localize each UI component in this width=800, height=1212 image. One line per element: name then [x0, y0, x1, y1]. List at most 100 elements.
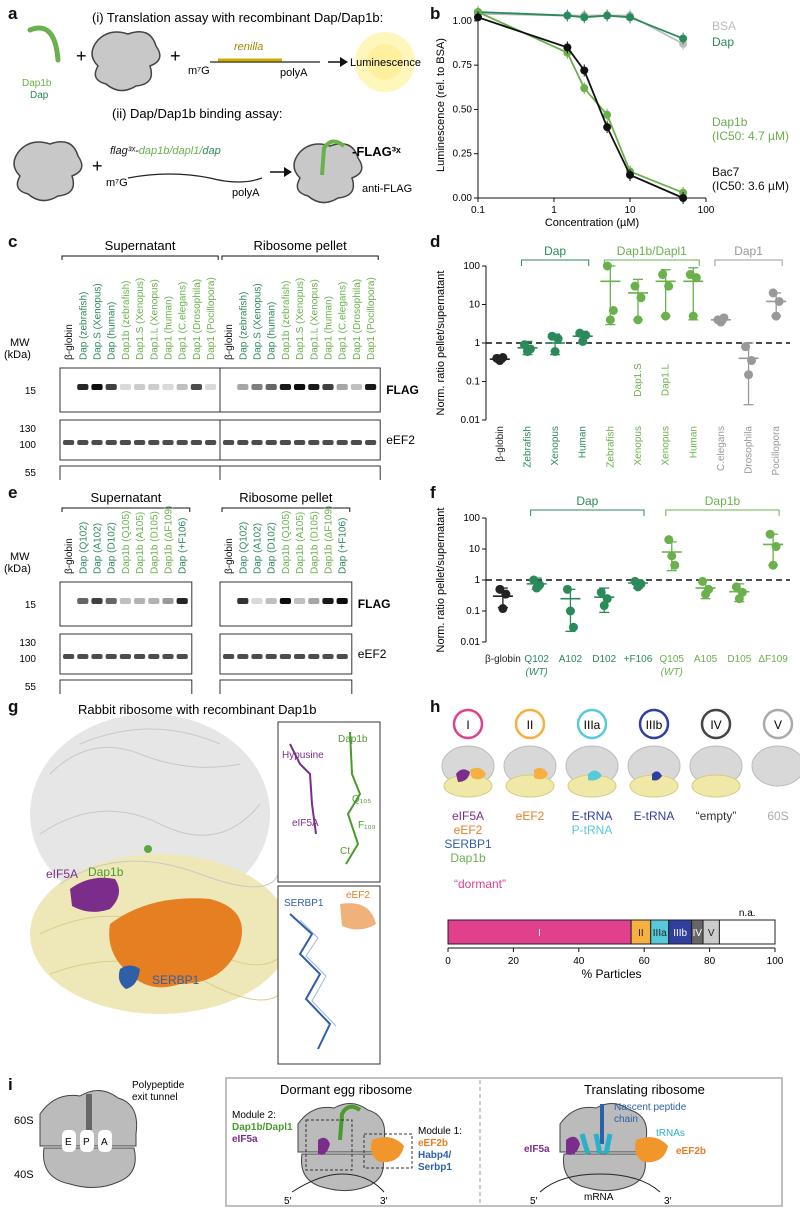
lane-label: β-globin	[64, 538, 75, 574]
data-point	[535, 580, 545, 590]
eef2-band	[162, 440, 174, 445]
dormant-label: “dormant”	[454, 877, 506, 891]
nascent-chain-label-1: Nascent peptide	[614, 1102, 687, 1113]
supernatant-header: Supernatant	[90, 490, 161, 505]
eef2-band	[105, 654, 117, 659]
legend-dap: Dap	[712, 35, 734, 49]
module1-serbp1: Serbp1	[418, 1162, 452, 1173]
eef2-band	[336, 654, 348, 659]
eef2-band	[223, 654, 235, 659]
flag-band	[251, 598, 263, 604]
x-tick-label: 40	[573, 956, 585, 967]
eef2-band	[63, 654, 75, 659]
data-point-bac7	[474, 13, 482, 22]
category-label: Xenopus	[550, 426, 561, 465]
eef2-band	[365, 440, 377, 445]
lane-label: Dap1 (Drosophila)	[192, 279, 203, 360]
blot-row-label: eEF2	[358, 647, 387, 661]
panel-g-title: Rabbit ribosome with recombinant Dap1b	[78, 702, 316, 717]
kda-label: (kDa)	[4, 563, 31, 575]
nascent-chain-label-2: chain	[614, 1114, 638, 1125]
blot-frame	[219, 465, 381, 480]
lane-label: β-globin	[224, 538, 235, 574]
eef2-band	[190, 440, 202, 445]
lane-label: Dap1 (human)	[164, 296, 175, 360]
data-point-dap1b	[603, 110, 612, 119]
y-axis-label: Norm. ratio pellet/supernatant	[435, 508, 447, 653]
data-point	[737, 587, 747, 597]
class-badge-label: IIIa	[584, 718, 601, 732]
module2-dap1b: Dap1b/Dapl1	[232, 1122, 293, 1133]
lane-label: Dap (Q102)	[78, 522, 89, 574]
lane-label: Dap (human)	[267, 302, 278, 360]
flag-band	[176, 598, 188, 604]
kda-label: (kDa)	[4, 349, 31, 361]
eef2-band	[176, 440, 188, 445]
lane-label: Dap1b (A105)	[295, 512, 306, 574]
lane-label: Dap (zebrafish)	[238, 292, 249, 360]
panel-b-letter: b	[430, 4, 441, 23]
category-label: β-globin	[485, 654, 521, 665]
three-prime-dormant: 3′	[380, 1196, 388, 1207]
module1-label: Module 1:	[418, 1126, 462, 1137]
mw-55: 55	[25, 682, 37, 693]
site-e: E	[65, 1137, 72, 1148]
luminescence-label: Luminescence	[350, 57, 421, 69]
x-tick-label: 100	[698, 205, 715, 216]
data-point	[501, 589, 511, 599]
data-point	[550, 347, 560, 357]
flag-band	[308, 384, 320, 390]
panel-i-model: E P A 60S 40S Polypeptide exit tunnel Do…	[14, 1077, 783, 1207]
mw-130: 130	[19, 424, 36, 435]
serbp1-density	[118, 965, 140, 989]
data-point	[719, 313, 729, 323]
flag-band	[105, 384, 117, 390]
flag-band	[91, 384, 103, 390]
lane-label: Dap (A102)	[93, 523, 104, 574]
blot-row-label: FLAG	[386, 383, 419, 397]
flag-band	[134, 384, 146, 390]
y-tick-label: 1.00	[453, 16, 473, 27]
data-point-bac7	[626, 170, 634, 179]
data-point	[633, 315, 643, 325]
class-badge-iiib	[638, 708, 670, 740]
y-tick-label: 10	[469, 544, 481, 555]
category-label: Xenopus	[661, 426, 672, 465]
lane-label: Dap (+F106)	[178, 518, 189, 574]
eef2-band	[265, 440, 277, 445]
group-label: Dap1b/Dapl1	[617, 244, 687, 258]
eef2b-label-i: eEF2b	[676, 1146, 706, 1157]
panel-g-structure: Rabbit ribosome with recombinant Dap1b D…	[30, 702, 381, 1065]
data-point	[495, 584, 505, 594]
flag-band	[265, 384, 277, 390]
flag-band	[336, 384, 348, 390]
group-label: Dap1	[734, 244, 763, 258]
y-tick-label: 0.01	[461, 637, 481, 648]
category-label: Q105	[660, 654, 685, 665]
x-tick-label: 80	[704, 956, 716, 967]
tunnel-label-1: Polypeptide	[132, 1080, 185, 1091]
lane-label: Dap (human)	[107, 302, 118, 360]
panel-b-chart: 0.00 0.25 0.50 0.75 1.00 0.1 1 10 100 Concentrati…	[435, 6, 789, 229]
eef2-band	[77, 440, 89, 445]
y-axis-label: Luminescence (rel. to BSA)	[435, 38, 447, 172]
data-point	[596, 587, 606, 597]
flag-band	[105, 598, 117, 604]
class-60s-map	[751, 745, 800, 787]
pellet-header: Ribosome pellet	[239, 490, 333, 505]
eef2-band	[77, 654, 89, 659]
lane-label: Dap1.S (Xenopus)	[295, 278, 306, 360]
site-a: A	[101, 1137, 108, 1148]
eef2-band	[294, 440, 306, 445]
eef2-band	[148, 440, 160, 445]
y-tick-label: 1	[474, 575, 480, 586]
eef2-band	[148, 654, 160, 659]
site-p: P	[83, 1137, 90, 1148]
segment-label: IIIa	[653, 928, 667, 939]
flag-band	[205, 384, 217, 390]
data-point	[581, 330, 591, 340]
segment-label: V	[708, 928, 715, 939]
class-label: E-tRNA	[634, 809, 675, 823]
panel-d-letter: d	[430, 232, 441, 251]
